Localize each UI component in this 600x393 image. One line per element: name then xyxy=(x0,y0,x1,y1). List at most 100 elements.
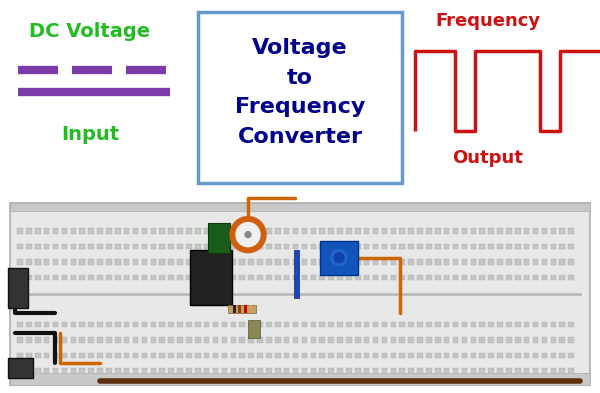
Bar xyxy=(62,244,67,250)
Bar xyxy=(133,259,139,265)
Bar xyxy=(435,337,440,343)
Bar xyxy=(426,337,431,343)
Bar xyxy=(373,275,379,281)
Bar xyxy=(337,353,343,358)
Bar xyxy=(284,228,289,234)
Bar xyxy=(169,321,174,327)
Bar xyxy=(204,228,209,234)
Bar xyxy=(319,368,325,374)
Bar xyxy=(497,275,503,281)
Bar xyxy=(62,228,67,234)
Text: Voltage
to
Frequency
Converter: Voltage to Frequency Converter xyxy=(235,38,365,147)
Bar xyxy=(97,353,103,358)
Bar xyxy=(97,368,103,374)
Bar xyxy=(248,244,254,250)
Bar xyxy=(177,228,183,234)
Bar xyxy=(248,320,260,338)
Bar xyxy=(62,368,67,374)
Bar xyxy=(204,353,209,358)
Bar xyxy=(133,275,139,281)
Bar xyxy=(88,244,94,250)
Bar xyxy=(142,368,147,374)
Bar xyxy=(275,259,281,265)
Bar xyxy=(524,353,529,358)
Bar xyxy=(479,275,485,281)
Bar xyxy=(35,275,41,281)
Bar xyxy=(506,228,512,234)
Bar xyxy=(142,353,147,358)
Bar xyxy=(479,353,485,358)
Bar xyxy=(44,368,49,374)
Bar xyxy=(328,275,334,281)
Bar xyxy=(559,259,565,265)
Bar xyxy=(53,321,58,327)
Bar xyxy=(524,321,529,327)
Bar xyxy=(71,228,76,234)
Bar xyxy=(355,353,361,358)
Bar xyxy=(204,337,209,343)
Bar xyxy=(524,337,529,343)
Bar xyxy=(470,228,476,234)
Bar xyxy=(461,353,467,358)
Bar xyxy=(328,259,334,265)
Bar xyxy=(319,353,325,358)
Bar xyxy=(515,353,521,358)
Bar xyxy=(488,244,494,250)
Bar xyxy=(453,259,458,265)
Bar xyxy=(488,228,494,234)
Bar xyxy=(221,353,227,358)
Bar xyxy=(115,275,121,281)
Bar xyxy=(409,259,414,265)
Bar xyxy=(293,321,298,327)
Bar xyxy=(195,321,200,327)
Bar xyxy=(542,244,547,250)
Bar xyxy=(311,275,316,281)
Bar xyxy=(88,368,94,374)
Bar xyxy=(346,275,352,281)
Bar xyxy=(551,337,556,343)
Bar xyxy=(275,244,281,250)
Bar xyxy=(302,353,307,358)
Bar xyxy=(106,275,112,281)
Bar xyxy=(373,337,379,343)
Bar xyxy=(400,353,405,358)
Bar xyxy=(391,321,396,327)
Bar xyxy=(311,321,316,327)
Bar xyxy=(71,275,76,281)
Bar xyxy=(400,337,405,343)
Bar xyxy=(328,244,334,250)
Bar xyxy=(524,228,529,234)
Bar xyxy=(355,368,361,374)
Bar xyxy=(364,368,370,374)
Bar xyxy=(230,259,236,265)
Bar xyxy=(204,259,209,265)
Bar xyxy=(195,228,200,234)
Bar xyxy=(284,244,289,250)
Bar xyxy=(417,321,423,327)
Bar xyxy=(177,259,183,265)
Bar xyxy=(230,337,236,343)
Bar xyxy=(373,259,379,265)
Bar xyxy=(328,353,334,358)
Bar xyxy=(160,259,165,265)
Bar xyxy=(515,228,521,234)
Bar xyxy=(213,275,218,281)
Bar xyxy=(266,368,272,374)
Bar xyxy=(230,321,236,327)
Bar xyxy=(497,244,503,250)
Bar xyxy=(133,244,139,250)
Bar xyxy=(257,228,263,234)
Bar xyxy=(542,321,547,327)
Bar xyxy=(233,305,236,313)
Bar xyxy=(364,244,370,250)
Bar xyxy=(142,337,147,343)
Bar xyxy=(533,353,538,358)
Bar xyxy=(115,244,121,250)
Bar xyxy=(497,337,503,343)
Bar xyxy=(257,321,263,327)
Bar xyxy=(382,353,387,358)
Bar xyxy=(71,259,76,265)
Bar xyxy=(533,368,538,374)
Bar xyxy=(248,321,254,327)
Bar xyxy=(373,228,379,234)
